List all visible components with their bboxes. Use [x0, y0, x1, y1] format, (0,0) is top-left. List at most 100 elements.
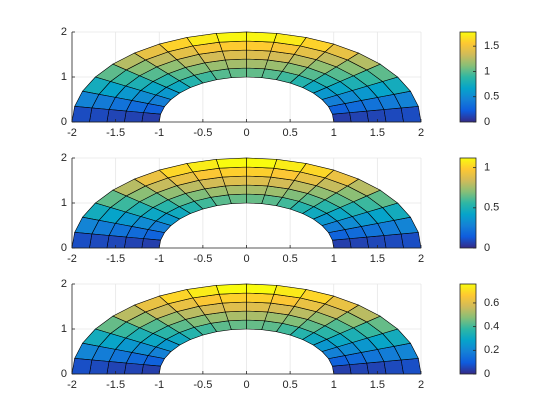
x-tick-label: 2 [418, 127, 424, 139]
y-tick-label: 0 [61, 368, 67, 380]
surface-cell [383, 359, 404, 375]
surface-cell [246, 175, 272, 187]
y-tick-label: 0 [61, 242, 67, 254]
x-tick-label: 0 [243, 379, 249, 391]
x-tick-label: -2 [67, 127, 77, 139]
colorbar-tick-label: 1.5 [484, 40, 499, 52]
surface [71, 157, 422, 249]
x-tick-label: 2 [418, 379, 424, 391]
surface-cell [383, 107, 404, 123]
surface-cell [224, 58, 247, 70]
colorbar [459, 157, 477, 249]
surface-cell [246, 157, 278, 169]
surface-cell [215, 157, 247, 169]
x-tick-label: -1 [154, 379, 164, 391]
y-tick-label: 1 [61, 197, 67, 209]
colorbar-tick-label: 0 [484, 368, 490, 380]
surface-cell [215, 283, 247, 295]
surface-cell [246, 319, 266, 330]
surface-cell [246, 67, 266, 78]
surface-cell [215, 31, 247, 43]
surface-cell [366, 235, 387, 249]
colorbar-tick-label: 0.6 [484, 297, 499, 309]
surface-cell [246, 58, 269, 70]
colorbar-tick-label: 1 [484, 162, 490, 174]
surface-cell [141, 238, 161, 249]
x-tick-label: 1.5 [370, 253, 385, 265]
surface-cell [246, 193, 266, 204]
surface-cell [246, 40, 275, 52]
surface-cell [400, 106, 422, 123]
x-tick-label: -1.5 [106, 253, 125, 265]
x-tick-label: -0.5 [193, 253, 212, 265]
surface-cell [246, 301, 272, 313]
surface-cell [224, 184, 247, 196]
x-tick-label: 1 [331, 253, 337, 265]
surface-cell [123, 362, 144, 375]
surface-cell [246, 49, 272, 61]
x-tick-label: -1 [154, 253, 164, 265]
surface-cell [383, 233, 404, 249]
x-tick-label: 0 [243, 253, 249, 265]
surface-cell [221, 175, 247, 187]
surface [71, 283, 422, 375]
colorbar-tick-label: 0 [484, 242, 490, 254]
x-tick-label: -0.5 [193, 127, 212, 139]
x-tick-label: 1.5 [370, 127, 385, 139]
colorbar [459, 31, 477, 123]
surface-cell [224, 310, 247, 322]
colorbar-tick-label: 0.5 [484, 91, 499, 103]
x-tick-label: -1.5 [106, 379, 125, 391]
surface-cell [246, 292, 275, 304]
surface-cell [366, 361, 387, 375]
surface-cell [349, 110, 370, 123]
x-tick-label: 1 [331, 127, 337, 139]
surface-cell [71, 232, 93, 249]
surface-cell [221, 301, 247, 313]
x-tick-label: 1.5 [370, 379, 385, 391]
surface-cell [123, 110, 144, 123]
surface-cell [123, 236, 144, 249]
colorbar [459, 283, 477, 375]
surface-cell [246, 283, 278, 295]
surface-cell [366, 109, 387, 123]
surface-cell [218, 40, 247, 52]
x-tick-label: -0.5 [193, 379, 212, 391]
surface [71, 31, 422, 123]
x-tick-label: -1.5 [106, 127, 125, 139]
y-tick-label: 1 [61, 71, 67, 83]
surface-cell [106, 109, 127, 123]
surface-cell [218, 166, 247, 178]
x-tick-label: 0 [243, 127, 249, 139]
colorbar-tick-label: 0.5 [484, 202, 499, 214]
surface-cell [106, 361, 127, 375]
surface-cell [400, 358, 422, 375]
surface-cell [89, 107, 110, 123]
surface-cell [400, 232, 422, 249]
surface-cell [218, 292, 247, 304]
x-tick-label: 0.5 [282, 127, 297, 139]
surface-cell [89, 359, 110, 375]
colorbar-tick-label: 1 [484, 65, 490, 77]
colorbar-tick-label: 0.4 [484, 321, 499, 333]
x-tick-label: -2 [67, 379, 77, 391]
surface-cell [89, 233, 110, 249]
x-tick-label: 0.5 [282, 379, 297, 391]
surface-cell [221, 49, 247, 61]
surface-cell [246, 166, 275, 178]
surface-cell [349, 236, 370, 249]
surface-cell [246, 31, 278, 43]
surface-cell [246, 184, 269, 196]
y-tick-label: 0 [61, 116, 67, 128]
x-tick-label: -2 [67, 253, 77, 265]
surface-cell [141, 364, 161, 375]
surface-cell [349, 362, 370, 375]
colorbar-tick-label: 0.2 [484, 344, 499, 356]
surface-cell [106, 235, 127, 249]
y-tick-label: 2 [61, 26, 67, 38]
y-tick-label: 2 [61, 278, 67, 290]
y-tick-label: 2 [61, 152, 67, 164]
x-tick-label: 2 [418, 253, 424, 265]
surface-cell [246, 310, 269, 322]
